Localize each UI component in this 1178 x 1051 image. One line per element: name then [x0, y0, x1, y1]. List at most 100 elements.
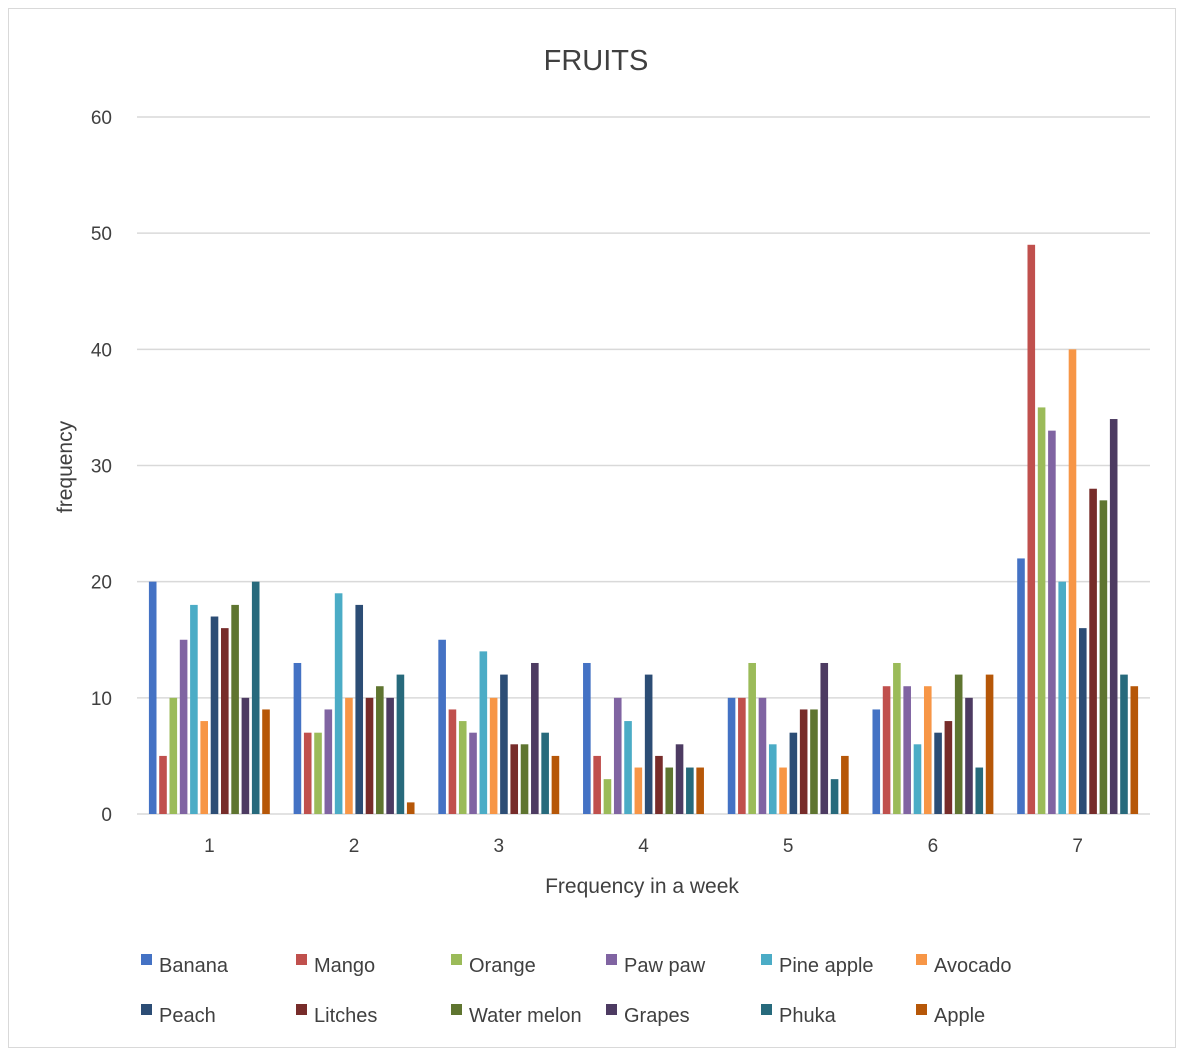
bar — [303, 732, 312, 814]
x-tick-label: 2 — [349, 836, 360, 857]
bar — [324, 709, 333, 814]
bar — [923, 686, 932, 814]
bar — [799, 709, 808, 814]
bar — [789, 732, 798, 814]
bar — [179, 639, 188, 814]
bar — [696, 767, 704, 814]
y-axis-label: frequency — [54, 420, 77, 513]
chart-frame — [8, 8, 1176, 1048]
bar — [221, 628, 229, 814]
bar — [686, 767, 694, 814]
x-tick-label: 1 — [204, 836, 215, 857]
legend-swatch — [141, 954, 152, 965]
bar — [624, 721, 632, 814]
bar — [820, 662, 829, 814]
bar — [210, 616, 219, 814]
bar — [438, 639, 446, 814]
bar — [531, 662, 539, 814]
bar — [613, 697, 622, 814]
bar — [293, 662, 302, 814]
legend-swatch — [761, 954, 772, 965]
bar — [551, 755, 560, 814]
bar — [159, 755, 167, 814]
bar — [469, 732, 477, 814]
bar — [965, 697, 973, 814]
bar — [665, 767, 674, 814]
bar — [231, 604, 239, 814]
bar — [841, 755, 849, 814]
gridlines — [137, 116, 1150, 815]
bar — [345, 697, 353, 814]
bar — [583, 662, 591, 814]
bar — [830, 779, 839, 814]
legend-swatch — [141, 1004, 152, 1015]
bar — [1130, 686, 1139, 814]
bar — [458, 721, 467, 814]
bar — [975, 767, 984, 814]
bar — [893, 662, 901, 814]
bar — [768, 744, 777, 814]
bar — [1027, 244, 1036, 815]
bar — [1017, 558, 1025, 814]
bar — [500, 674, 508, 814]
bar — [985, 674, 994, 814]
bar — [314, 732, 322, 814]
legend-swatch — [606, 1004, 617, 1015]
legend-swatch — [296, 954, 307, 965]
y-tick-label: 50 — [91, 224, 112, 245]
legend-label: Paw paw — [624, 955, 706, 977]
y-tick-label: 40 — [91, 340, 112, 361]
bar — [386, 697, 394, 814]
chart-title: FRUITS — [544, 45, 649, 77]
legend-swatch — [451, 954, 462, 965]
bar — [644, 674, 653, 814]
bar — [241, 697, 250, 814]
bar — [334, 593, 343, 814]
legend-label: Grapes — [624, 1005, 690, 1027]
x-axis-label: Frequency in a week — [545, 875, 739, 898]
bar — [1099, 500, 1108, 814]
legend-swatch — [451, 1004, 462, 1015]
legend-swatch — [916, 954, 927, 965]
bar — [603, 779, 612, 814]
bar — [954, 674, 963, 814]
x-tick-label: 5 — [783, 836, 794, 857]
bar — [190, 604, 198, 814]
legend-label: Pine apple — [779, 955, 874, 977]
bar — [872, 709, 881, 814]
legend-swatch — [606, 954, 617, 965]
legend-label: Peach — [159, 1005, 216, 1027]
legend-label: Water melon — [469, 1005, 582, 1027]
bar — [489, 697, 498, 814]
bar — [406, 802, 415, 814]
bar — [376, 686, 384, 814]
legend-swatch — [761, 1004, 772, 1015]
legend-label: Apple — [934, 1005, 985, 1027]
bar — [903, 686, 911, 814]
bar — [810, 709, 818, 814]
bar — [738, 697, 746, 814]
legend-label: Litches — [314, 1005, 377, 1027]
y-tick-label: 0 — [101, 805, 112, 826]
x-axis-ticks: 1 2 3 4 5 6 7 — [204, 836, 1083, 857]
bar — [1037, 407, 1046, 814]
bar — [634, 767, 643, 814]
bar — [593, 755, 601, 814]
legend: Banana Mango Orange Paw paw Pine apple Avocad… — [141, 954, 1011, 1027]
y-tick-label: 30 — [91, 457, 112, 478]
bar — [479, 651, 488, 814]
x-tick-label: 7 — [1072, 836, 1083, 857]
bar — [1058, 581, 1066, 814]
bar — [1120, 674, 1128, 814]
legend-label: Banana — [159, 955, 229, 977]
y-tick-label: 60 — [91, 108, 112, 129]
bar — [655, 755, 663, 814]
bar-series — [148, 244, 1139, 815]
bar — [675, 744, 684, 814]
bar — [727, 697, 736, 814]
bar — [1089, 488, 1097, 814]
bar — [262, 709, 270, 814]
x-tick-label: 3 — [493, 836, 504, 857]
y-axis-ticks: 0 10 20 30 40 50 60 — [91, 108, 112, 826]
bar — [520, 744, 529, 814]
